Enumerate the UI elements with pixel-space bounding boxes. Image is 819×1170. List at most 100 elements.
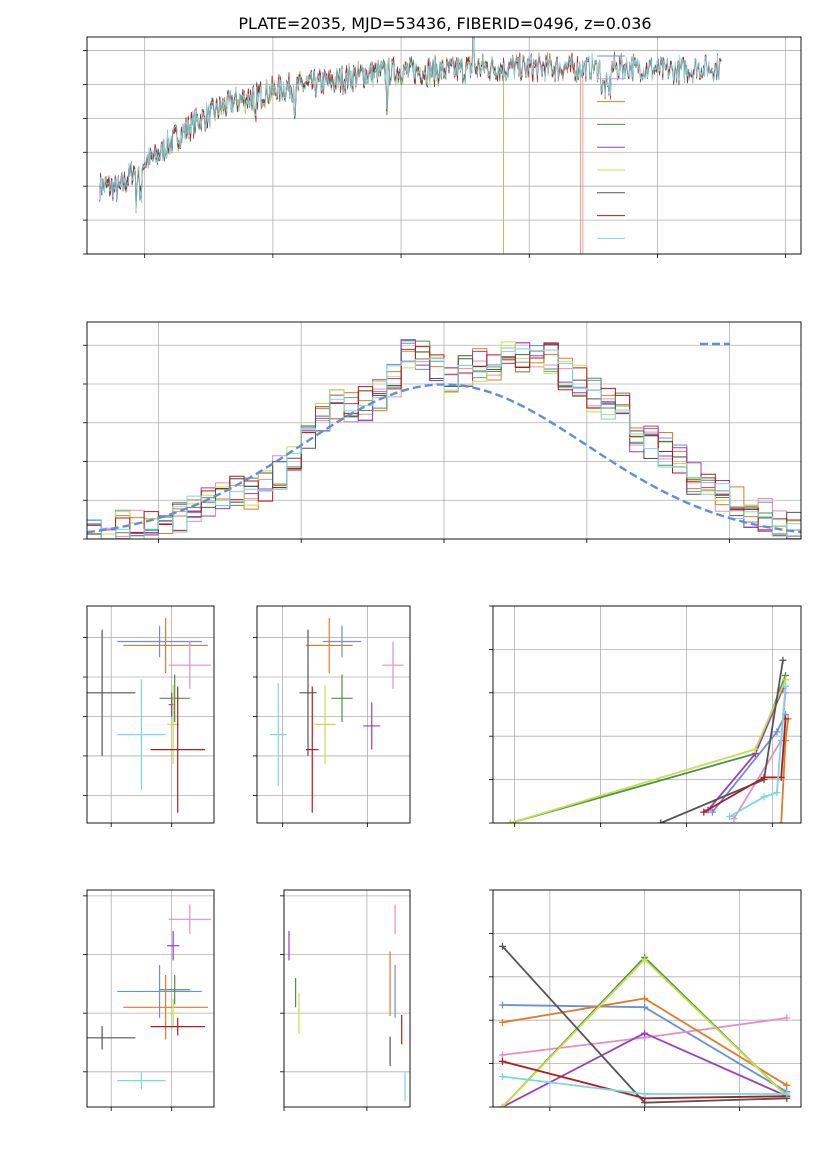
weight-line — [729, 686, 787, 818]
panel-age-vs-mass — [253, 605, 411, 827]
errorbar-point-chabrier_miles — [117, 965, 202, 1018]
plot-area — [87, 904, 211, 1090]
legend-entry-kroupa_miles — [597, 101, 625, 103]
plot-area — [87, 617, 211, 813]
plot-area — [87, 339, 801, 539]
weight-series-kroupa_elodie — [506, 676, 790, 823]
errorbar-point-kroupa_miles — [305, 617, 353, 674]
legend-entry-chabrier_elodie — [597, 123, 625, 125]
weight-marker — [782, 676, 790, 684]
axes-frame — [283, 889, 411, 1108]
errorbar-point-chabrier_elodie — [159, 674, 190, 722]
panel-mass-vs-ebv — [280, 889, 411, 1111]
panel-mass-weight-vs-Z — [489, 889, 802, 1111]
axes-frame — [86, 321, 802, 540]
legend-entry-salpeter_elodie — [597, 146, 625, 148]
plot-area — [288, 904, 406, 1102]
errorbar-point-kroupa_stelib — [117, 1071, 166, 1090]
axes-frame — [492, 889, 802, 1108]
weight-series-kroupa_miles — [498, 995, 791, 1089]
panel-mass-vs-Z — [83, 889, 215, 1111]
weight-series-kroupa_stelib — [726, 682, 790, 820]
normal-curve — [87, 383, 801, 534]
errorbar-point-salpeter_elodie — [167, 931, 180, 961]
weight-series-chabrier_miles — [498, 1001, 791, 1096]
plot-area — [506, 656, 792, 823]
weight-series-salpeter_stelib — [700, 715, 790, 816]
errorbar-point-kroupa_miles — [123, 617, 208, 674]
weight-marker — [726, 812, 734, 820]
panel-spectrum — [83, 36, 802, 258]
weight-marker — [730, 815, 738, 823]
errorbar-point-salpeter_stelib — [150, 1017, 205, 1036]
axes-frame — [256, 605, 411, 824]
legend-entry-kroupa_elodie — [597, 169, 625, 171]
errorbar-point-kroupa_stelib — [269, 683, 287, 786]
histogram-kroupa_stelib — [87, 348, 801, 539]
legend-entry-kroupa_stelib — [597, 237, 625, 239]
weight-marker — [760, 773, 768, 781]
legend-entry-chabrier_miles — [597, 55, 625, 57]
figure-title: PLATE=2035, MJD=53436, FIBERID=0496, z=0… — [238, 14, 651, 33]
spectrum-line-chabrier_stelib — [99, 37, 722, 208]
weight-marker — [498, 1001, 506, 1009]
weight-marker — [657, 819, 665, 823]
weight-marker — [760, 793, 768, 801]
weight-marker — [700, 808, 708, 816]
weight-marker — [498, 1073, 506, 1081]
errorbar-point-chabrier_stelib — [87, 629, 136, 756]
chart-layer — [83, 36, 802, 1111]
legend-entry-salpeter_miles — [597, 78, 625, 80]
weight-marker — [641, 995, 649, 1002]
axes-frame — [86, 36, 802, 255]
weight-marker — [641, 1029, 649, 1037]
errorbar-point-kroupa_miles — [123, 975, 208, 1040]
weight-marker — [498, 1103, 506, 1107]
plot-area — [99, 37, 722, 254]
plot-area — [269, 617, 404, 813]
weight-series-salpeter_miles — [498, 1014, 791, 1059]
weight-marker — [783, 1081, 791, 1089]
errorbar-point-salpeter_stelib — [305, 686, 319, 813]
axes-frame — [492, 605, 802, 824]
errorbar-point-salpeter_miles — [168, 641, 211, 689]
errorbar-point-salpeter_stelib — [150, 686, 205, 813]
weight-marker — [641, 1090, 649, 1098]
weight-marker — [498, 1057, 506, 1065]
errorbar-point-chabrier_stelib — [87, 1026, 136, 1050]
panel-age-vs-Z — [83, 605, 215, 827]
weight-series-kroupa_stelib — [498, 1073, 791, 1098]
errorbar-point-kroupa_elodie — [167, 998, 180, 1028]
weight-line — [703, 718, 787, 813]
legend-entry-chabrier_stelib — [597, 192, 625, 194]
weight-line — [707, 688, 784, 811]
weight-marker — [751, 745, 759, 753]
errorbar-point-salpeter_elodie — [363, 702, 381, 750]
axes-frame — [86, 889, 215, 1108]
weight-marker — [773, 789, 781, 797]
weight-marker — [783, 1090, 791, 1098]
errorbar-point-chabrier_elodie — [159, 975, 190, 1005]
errorbar-point-salpeter_miles — [382, 641, 404, 689]
panel-residuals — [83, 321, 802, 543]
weight-marker — [641, 955, 649, 963]
weight-marker — [773, 728, 781, 736]
weight-marker — [506, 819, 514, 823]
plot-area — [498, 942, 791, 1107]
weight-marker — [708, 808, 716, 816]
errorbar-point-kroupa_stelib — [117, 679, 166, 790]
weight-marker — [779, 656, 787, 664]
weight-marker — [783, 1014, 791, 1022]
axes-frame — [86, 605, 215, 824]
errorbar-point-chabrier_miles — [322, 625, 362, 658]
errorbar-point-kroupa_elodie — [314, 684, 336, 764]
weight-series-chabrier_elodie — [506, 671, 790, 823]
weight-marker — [498, 942, 506, 950]
errorbar-point-salpeter_elodie — [168, 692, 175, 717]
weight-marker — [641, 1003, 649, 1011]
legend-entry-salpeter_stelib — [597, 215, 625, 217]
weight-marker — [498, 1051, 506, 1059]
errorbar-point-chabrier_miles — [117, 625, 202, 658]
panel-mass-weight-vs-age — [489, 605, 802, 827]
